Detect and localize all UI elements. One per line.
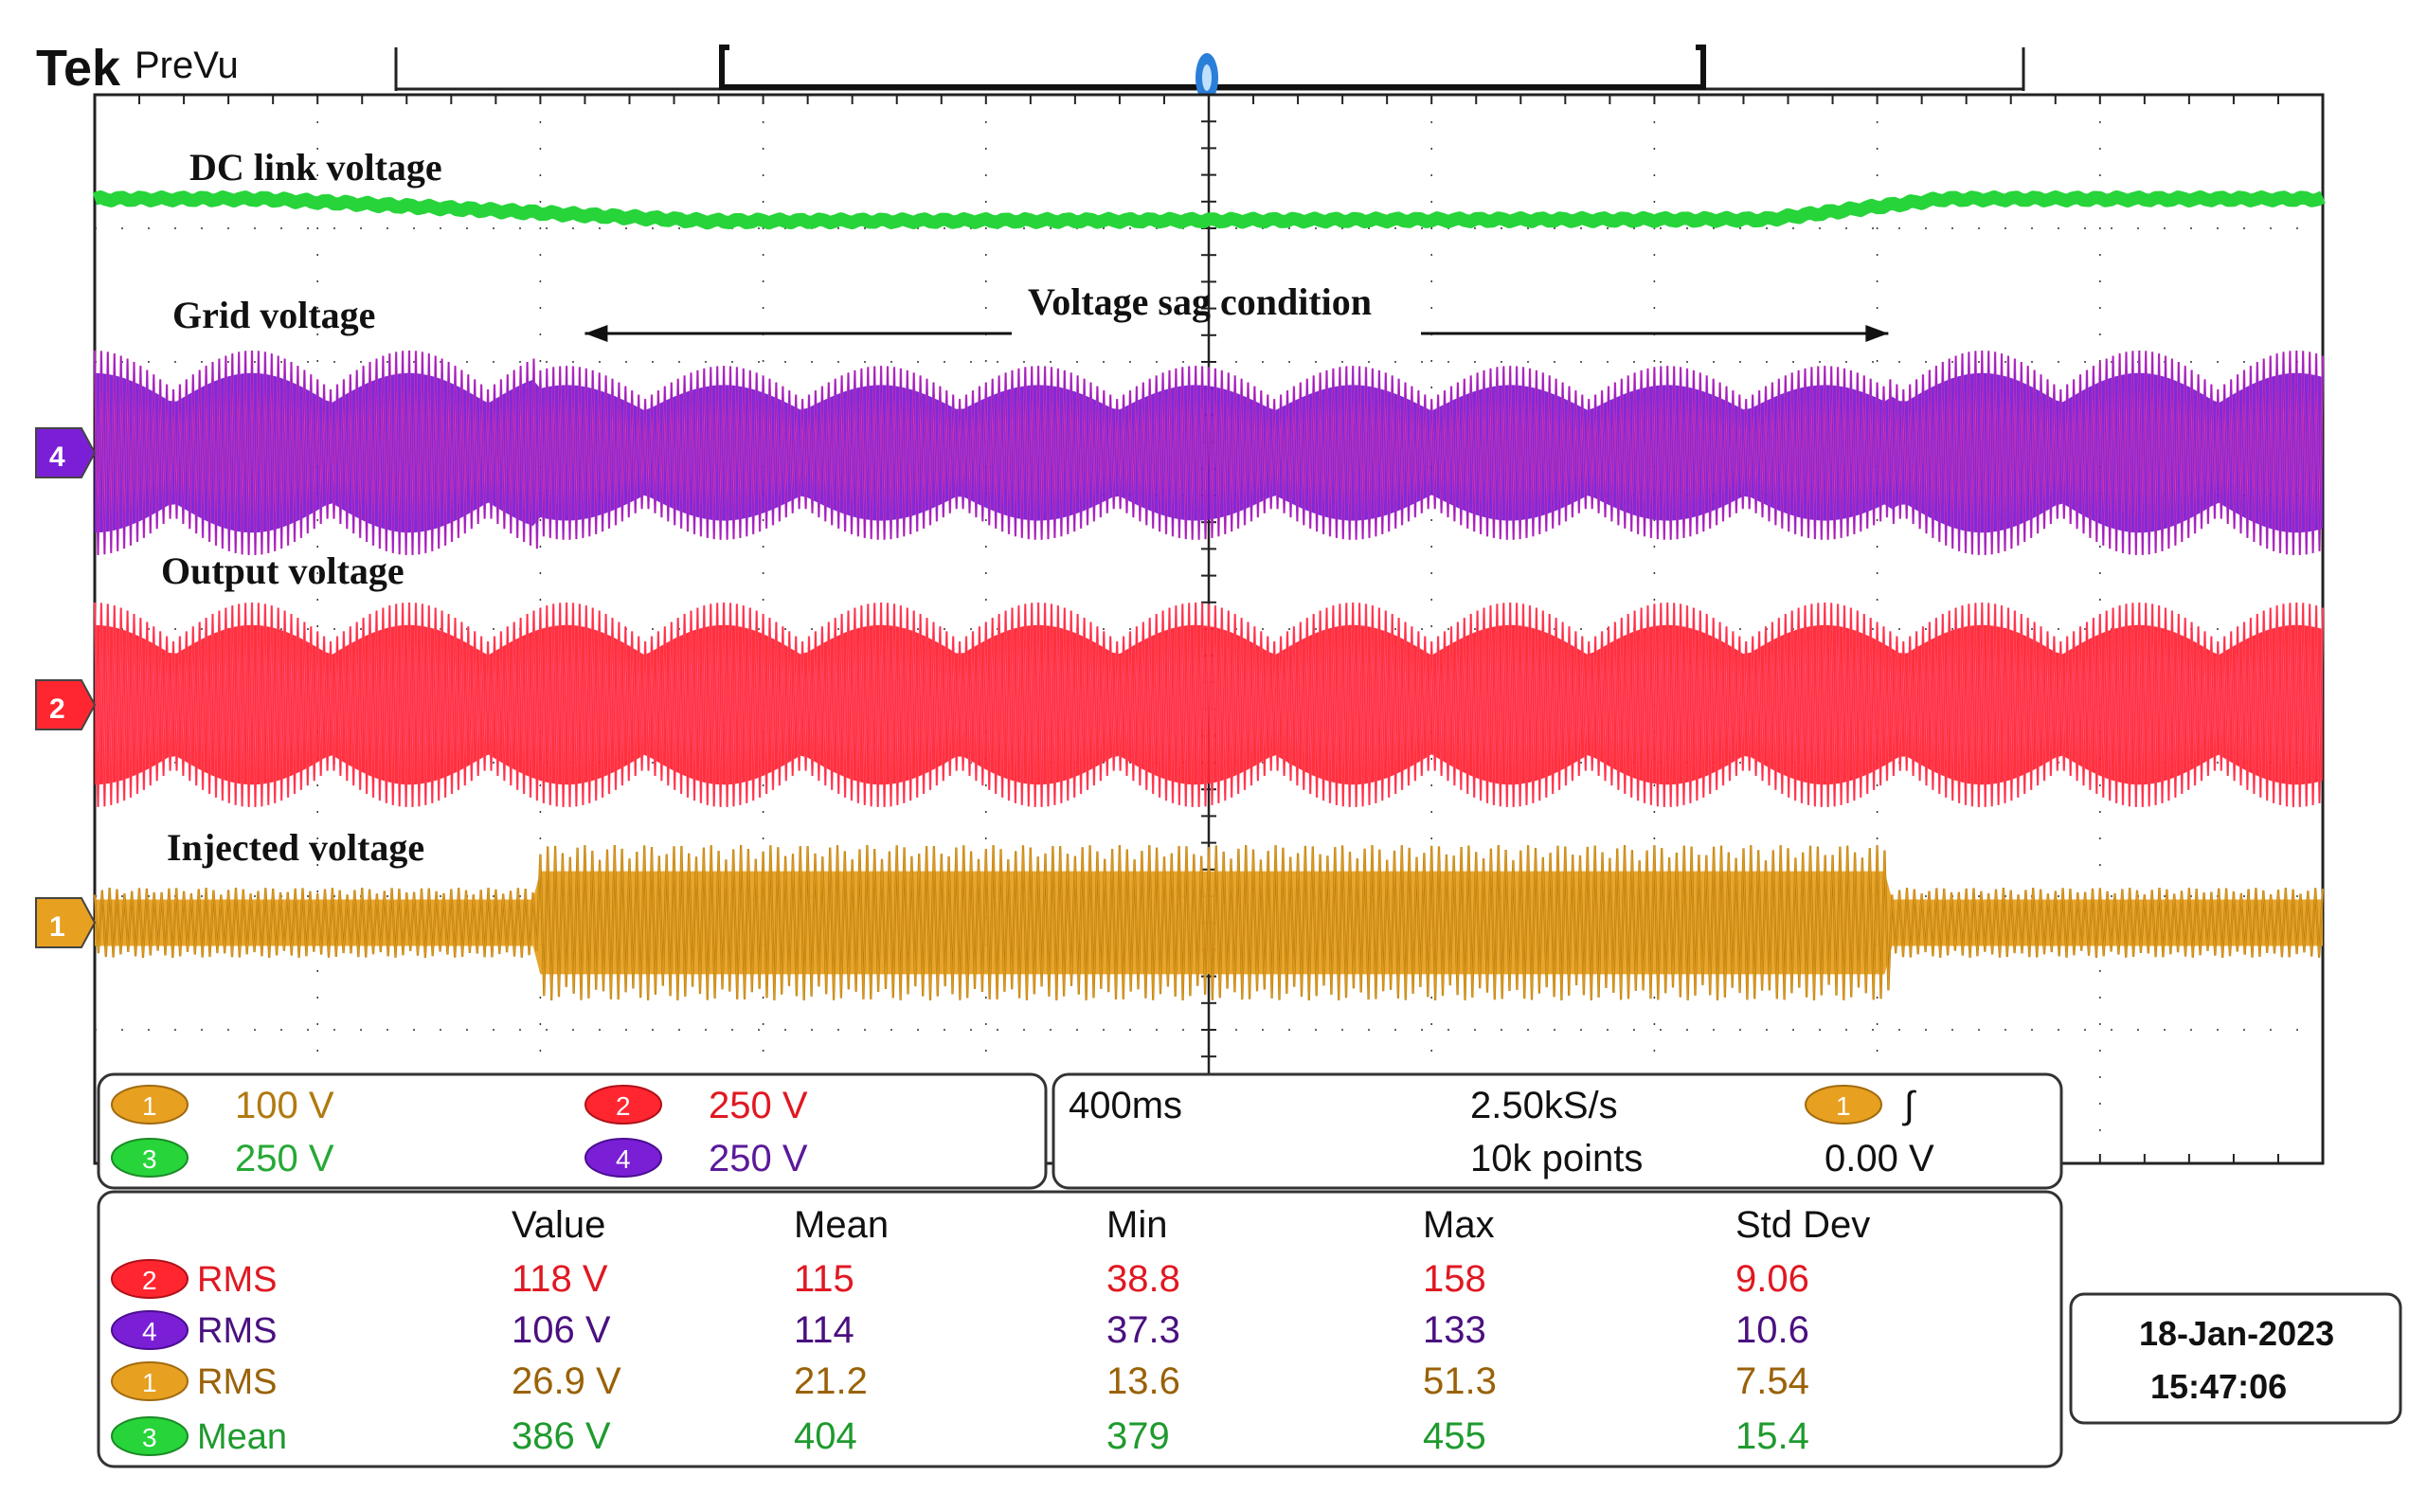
svg-text:4: 4 [142,1317,157,1346]
time-readout: 15:47:06 [2150,1367,2287,1406]
trace-grid-voltage-group [93,350,2325,555]
svg-text:4: 4 [616,1144,631,1174]
trace-injected-voltage-group [93,844,2325,1001]
datetime-frame [2069,1292,2402,1425]
trace-injected-voltage [94,844,2324,1001]
row4-value: 386 V [512,1415,611,1457]
datetime-box: 18-Jan-2023 15:47:06 [2069,1292,2402,1425]
ch2-ground-marker[interactable]: 2 [35,679,97,730]
ch1-badge[interactable]: 1 [111,1085,189,1125]
row1-min: 38.8 [1106,1258,1180,1300]
ch2-badge[interactable]: 2 [584,1085,662,1125]
channel-panel-frame [97,1072,1048,1190]
header-max: Max [1423,1204,1495,1246]
record-length: 10k points [1470,1138,1643,1179]
row1-mean: 115 [794,1258,854,1300]
label-output-voltage: Output voltage [161,549,404,592]
measurement-headers: Value Mean Min Max Std Dev [512,1204,1870,1246]
ch4-badge[interactable]: 4 [584,1138,662,1178]
svg-text:1: 1 [1836,1091,1851,1121]
svg-text:4: 4 [49,441,65,473]
svg-text:3: 3 [142,1144,157,1174]
time-per-div: 400ms [1069,1085,1182,1126]
row4-mean: 404 [794,1415,857,1457]
date-readout: 18-Jan-2023 [2139,1314,2334,1353]
row1-max: 158 [1423,1258,1486,1300]
sample-rate: 2.50kS/s [1470,1085,1618,1126]
row3-std: 7.54 [1735,1360,1809,1402]
row1-std: 9.06 [1735,1258,1809,1300]
row2-mean: 114 [794,1309,854,1351]
ch1-scale: 100 V [235,1085,334,1126]
row2-value: 106 V [512,1309,611,1351]
sag-arrows [584,325,1889,342]
measurement-panel-frame [97,1190,2063,1468]
row2-type: RMS [197,1311,277,1351]
row3-value: 26.9 V [512,1360,621,1402]
header-std-dev: Std Dev [1735,1204,1870,1246]
traces [92,190,2326,1001]
row1-type: RMS [197,1260,277,1300]
measurement-row-ch3-mean: 3 Mean 386 V 404 379 455 15.4 [111,1415,1809,1457]
row4-max: 455 [1423,1415,1486,1457]
header-value: Value [512,1204,605,1246]
annotation-voltage-sag: Voltage sag condition [1028,280,1372,323]
svg-text:2: 2 [49,693,65,725]
trigger-position-marker[interactable] [1196,53,1218,102]
row4-type: Mean [197,1417,287,1457]
row3-mean: 21.2 [794,1360,868,1402]
trace-grid-voltage [94,350,2324,555]
svg-text:1: 1 [142,1091,157,1121]
trace-output-voltage [94,602,2324,807]
acquisition-mode: PreVu [135,45,239,86]
svg-text:1: 1 [49,911,65,943]
label-dc-link-voltage: DC link voltage [189,146,442,189]
trigger-source-badge[interactable]: 1 [1805,1085,1882,1125]
row4-min: 379 [1106,1415,1170,1457]
ch1-row-badge [111,1361,189,1401]
ch3-row-badge [111,1416,189,1456]
svg-text:3: 3 [142,1423,157,1452]
ch4-row-badge [111,1310,189,1350]
row2-min: 37.3 [1106,1309,1180,1351]
ch4-scale: 250 V [709,1138,808,1179]
trigger-slope-icon: ∫ [1902,1085,1917,1126]
ch2-scale: 250 V [709,1085,808,1126]
row3-min: 13.6 [1106,1360,1180,1402]
svg-text:2: 2 [616,1091,631,1121]
sag-arrow-right-head [1865,325,1889,342]
ch3-badge[interactable]: 3 [111,1138,189,1178]
row3-max: 51.3 [1423,1360,1497,1402]
ch1-ground-marker[interactable]: 1 [35,897,97,948]
row3-type: RMS [197,1362,277,1402]
row2-std: 10.6 [1735,1309,1809,1351]
trace-labels: DC link voltage Grid voltage Output volt… [161,146,1889,869]
row4-std: 15.4 [1735,1415,1809,1457]
ch2-row-badge [111,1259,189,1299]
trace-dc-link-voltage [92,190,2326,230]
label-injected-voltage: Injected voltage [167,826,424,869]
row1-value: 118 V [512,1258,608,1300]
timebase-panel: 400ms 2.50kS/s 10k points 1 ∫ 0.00 V [1052,1072,2063,1190]
measurement-row-ch4-rms: 4 RMS 106 V 114 37.3 133 10.6 [111,1309,1809,1351]
ch3-scale: 250 V [235,1138,334,1179]
label-grid-voltage: Grid voltage [172,294,375,336]
measurement-panel: Value Mean Min Max Std Dev 2 RMS 118 V 1… [97,1190,2063,1468]
svg-text:2: 2 [142,1266,157,1295]
trace-output-voltage-group [93,602,2325,807]
sag-arrow-left-head [584,325,608,342]
header: Tek PreVu [36,40,2025,102]
brand-logo: Tek [36,40,121,97]
channel-markers: 4 2 1 [35,427,97,948]
measurement-row-ch1-rms: 1 RMS 26.9 V 21.2 13.6 51.3 7.54 [111,1360,1809,1402]
measurement-row-ch2-rms: 2 RMS 118 V 115 38.8 158 9.06 [111,1258,1809,1300]
row2-max: 133 [1423,1309,1486,1351]
svg-text:1: 1 [142,1368,157,1397]
ch4-ground-marker[interactable]: 4 [35,427,97,478]
trigger-level: 0.00 V [1825,1138,1934,1179]
channel-scale-panel: 1 100 V 3 250 V 2 250 V 4 250 V [97,1072,1048,1190]
header-mean: Mean [794,1204,889,1246]
header-min: Min [1106,1204,1167,1246]
